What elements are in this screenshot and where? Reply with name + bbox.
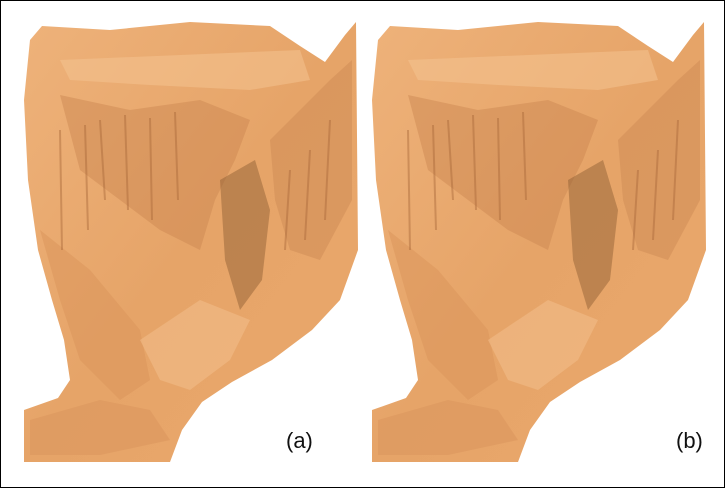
panel-label: (a): [286, 428, 313, 453]
panel-b: (b): [371, 21, 707, 463]
panel-a: (a): [23, 21, 359, 463]
panel-label: (b): [676, 428, 703, 453]
